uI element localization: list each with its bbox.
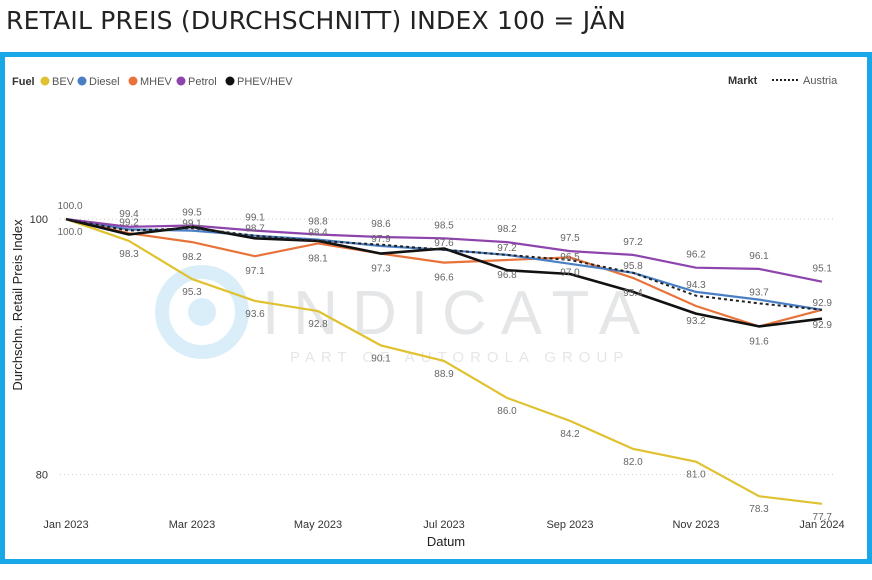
series-line-phev-hev (65, 217, 823, 328)
legend-swatch (77, 76, 87, 86)
data-label-mhev: 97.1 (245, 266, 265, 277)
legend-label: BEV (52, 76, 75, 88)
x-axis-title: Datum (427, 534, 465, 549)
data-label-mhev: 98.2 (182, 252, 202, 263)
legend-swatch (176, 76, 186, 86)
watermark-logo: INDICATA PART OF AUTOROLA GROUP (155, 265, 654, 366)
data-label-bev: 90.1 (371, 354, 391, 365)
data-label-mhev: 96.6 (434, 273, 454, 284)
legend-label: PHEV/HEV (237, 76, 293, 88)
data-label-bev: 100.0 (57, 227, 82, 238)
page-title: RETAIL PREIS (DURCHSCHNITT) INDEX 100 = … (6, 6, 627, 35)
x-tick-label: May 2023 (294, 519, 342, 531)
data-label-mhev: 92.9 (813, 320, 833, 331)
legend-item-diesel: Diesel (77, 76, 120, 88)
data-label-mhev: 95.4 (623, 288, 643, 299)
data-label-diesel: 96.5 (560, 252, 580, 263)
data-label-petrol: 97.5 (560, 233, 580, 244)
data-label-petrol: 99.5 (182, 208, 202, 219)
data-label-bev: 86.0 (497, 406, 517, 417)
data-label-petrol: 99.1 (245, 213, 265, 224)
axes: Datum Durchschn. Retail Preis Index (10, 219, 465, 549)
series-lines (65, 217, 823, 505)
y-tick-label: 100 (30, 214, 48, 226)
data-label-diesel: 99.1 (182, 219, 202, 230)
data-label-bev: 82.0 (623, 457, 643, 468)
legend-swatch (40, 76, 50, 86)
series-line-petrol (65, 218, 823, 283)
data-label-bev: 81.0 (686, 470, 706, 481)
x-tick-label: Nov 2023 (672, 519, 719, 531)
grid-layer: 80 100 Jan 2023 Mar 2023 May 2023 Jul 2023 Sep… (30, 214, 845, 531)
legend-swatch (128, 76, 138, 86)
data-label-diesel: 95.8 (623, 261, 643, 272)
watermark-brand: INDICATA (262, 279, 654, 348)
data-label-diesel: 93.7 (749, 288, 769, 299)
legend-swatch (225, 76, 235, 86)
legend-item-bev: BEV (40, 76, 75, 88)
data-label-petrol: 96.2 (686, 250, 706, 261)
watermark-tagline: PART OF AUTOROLA GROUP (290, 349, 629, 366)
legend-label: Diesel (89, 76, 120, 88)
data-label-diesel: 94.3 (686, 280, 706, 291)
data-label-diesel: 98.4 (308, 228, 328, 239)
legend2-title: Markt (728, 75, 758, 87)
data-label-petrol: 97.2 (623, 237, 643, 248)
data-label-petrol: 98.6 (371, 219, 391, 230)
legend-label: Petrol (188, 76, 217, 88)
data-label-mhev: 97.0 (560, 267, 580, 278)
data-label-petrol: 96.1 (749, 251, 769, 262)
legend-item-phev-hev: PHEV/HEV (225, 76, 293, 88)
y-axis-title: Durchschn. Retail Preis Index (10, 219, 25, 391)
data-label-diesel: 92.9 (813, 298, 833, 309)
data-label-diesel: 99.2 (119, 217, 139, 228)
legend-item-mhev: MHEV (128, 76, 172, 88)
data-label-bev: 92.8 (308, 319, 328, 330)
series-line-austria (65, 218, 823, 311)
legend-item-austria: Austria (772, 75, 838, 87)
data-label-diesel: 98.7 (245, 224, 265, 235)
data-label-mhev: 91.6 (749, 336, 769, 347)
data-label-mhev: 93.2 (686, 316, 706, 327)
data-label-bev: 93.6 (245, 309, 265, 320)
data-label-bev: 84.2 (560, 429, 580, 440)
x-tick-label: Sep 2023 (546, 519, 593, 531)
legend: Fuel BEV Diesel MHEV Petrol PHEV/HEV Markt Aust… (12, 75, 838, 88)
data-label-mhev: 98.1 (308, 253, 328, 264)
data-label-petrol: 98.5 (434, 220, 454, 231)
data-label-petrol: 99.4 (119, 209, 139, 220)
series-line-bev (65, 218, 823, 505)
data-label-petrol: 95.1 (813, 264, 833, 275)
data-label-petrol: 100.0 (57, 201, 82, 212)
data-label-bev: 88.9 (434, 369, 454, 380)
legend-title: Fuel (12, 76, 35, 88)
legend-label: Austria (803, 75, 838, 87)
data-label-diesel: 97.6 (434, 238, 454, 249)
data-label-petrol: 98.2 (497, 224, 517, 235)
data-label-bev: 95.3 (182, 287, 202, 298)
x-tick-label: Jan 2024 (799, 519, 844, 531)
data-label-bev: 77.7 (813, 512, 833, 523)
data-label-bev: 78.3 (749, 504, 769, 515)
x-tick-label: Mar 2023 (169, 519, 215, 531)
data-label-mhev: 97.3 (371, 264, 391, 275)
series-line-mhev (65, 218, 823, 328)
data-label-petrol: 98.8 (308, 216, 328, 227)
x-tick-label: Jul 2023 (423, 519, 465, 531)
data-labels: 100.0 98.3 95.3 93.6 92.8 90.1 88.9 86.0 84.2 82.… (57, 201, 832, 523)
watermark-logo-dot (188, 298, 216, 326)
legend-item-petrol: Petrol (176, 76, 217, 88)
data-label-diesel: 97.2 (497, 243, 517, 254)
data-label-bev: 98.3 (119, 249, 139, 260)
data-label-mhev: 96.8 (497, 270, 517, 281)
legend-label: MHEV (140, 76, 172, 88)
y-tick-label: 80 (36, 469, 48, 481)
x-tick-label: Jan 2023 (43, 519, 88, 531)
watermark-logo-icon (155, 265, 249, 359)
data-label-diesel: 97.9 (371, 234, 391, 245)
